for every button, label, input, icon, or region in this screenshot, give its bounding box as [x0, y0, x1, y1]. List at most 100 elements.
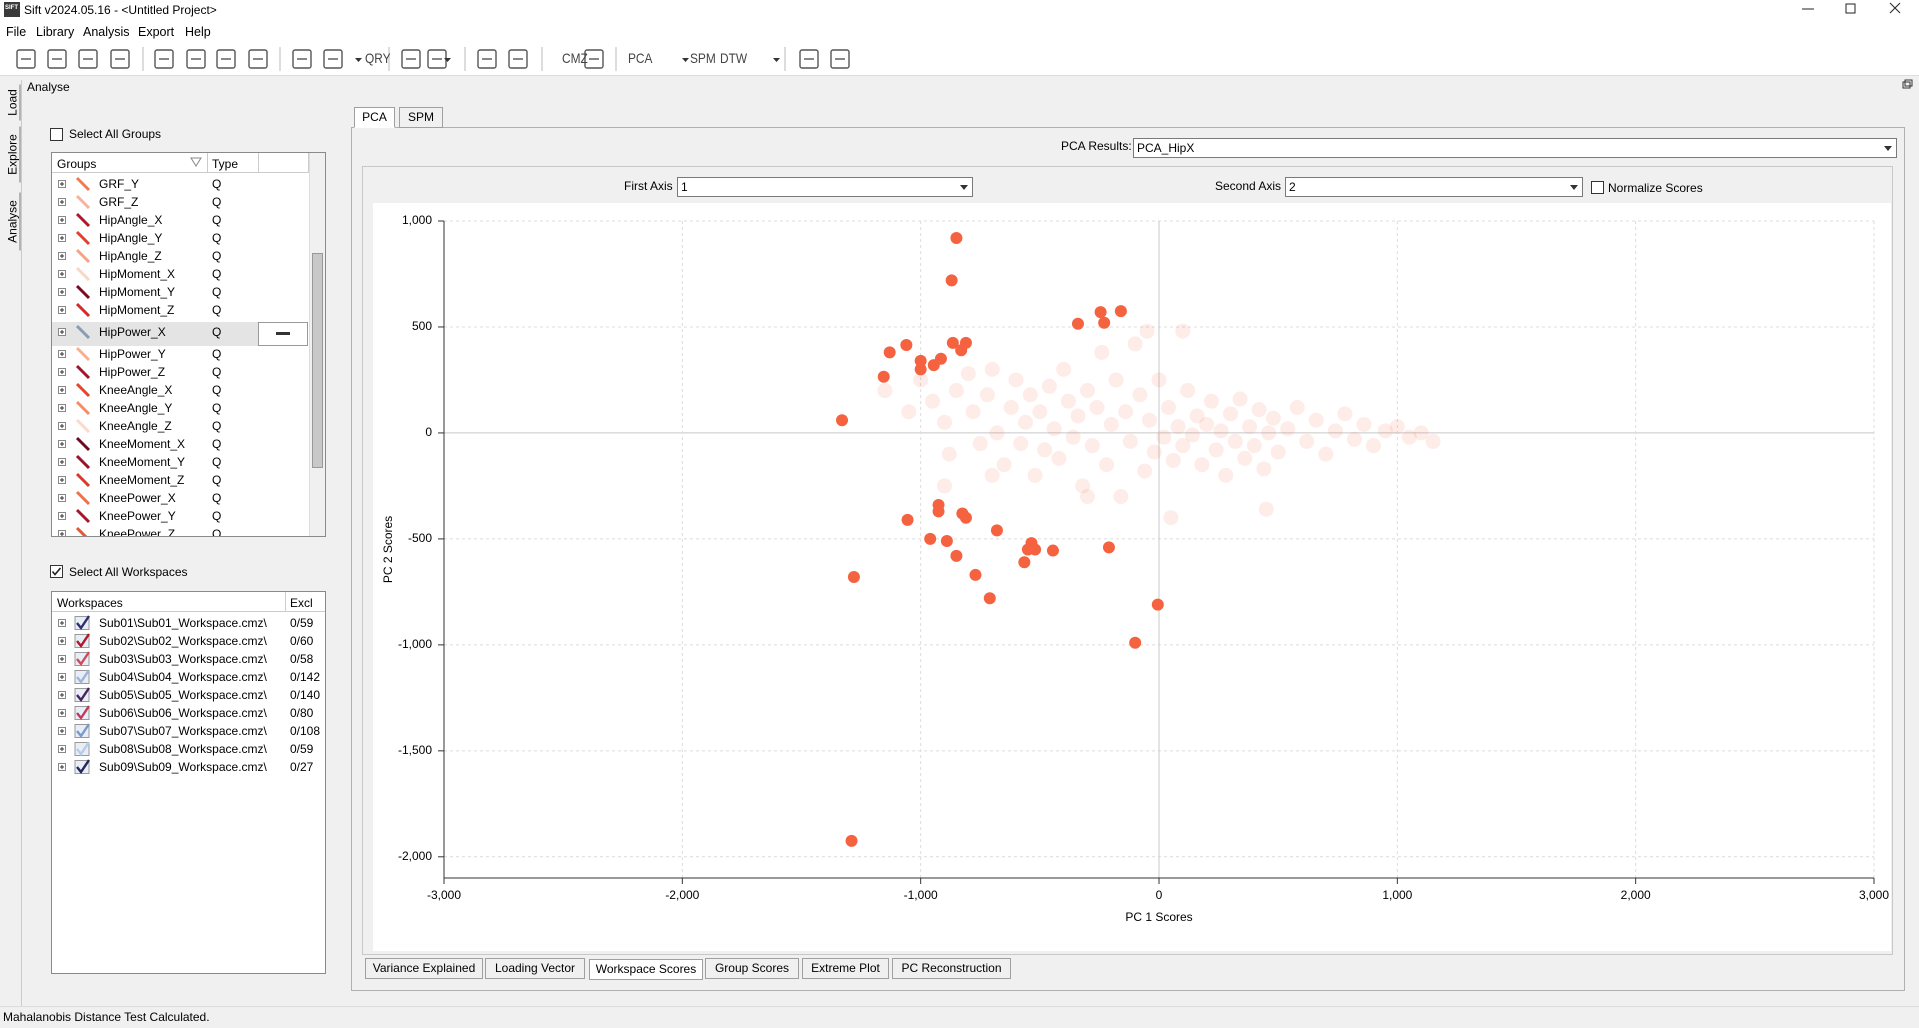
group-name[interactable]: HipPower_X [99, 325, 166, 339]
toolbar-label[interactable]: PCA [628, 50, 653, 66]
data-point [1113, 489, 1129, 505]
workspace-name[interactable]: Sub09\Sub09_Workspace.cmz\ [99, 760, 267, 774]
bottom-tab[interactable]: Loading Vector [485, 958, 585, 979]
tool-button[interactable] [401, 49, 421, 69]
tool-button[interactable] [186, 49, 206, 69]
menu-item[interactable]: Export [138, 25, 175, 39]
group-name[interactable]: HipPower_Z [99, 365, 166, 379]
group-name[interactable]: KneePower_Z [99, 527, 176, 537]
pca-results-combo[interactable]: PCA_HipX [1133, 138, 1897, 158]
group-name[interactable]: GRF_Z [99, 195, 139, 209]
data-point [1099, 457, 1115, 473]
group-name[interactable]: HipAngle_Y [99, 231, 163, 245]
data-point [913, 372, 929, 388]
data-point [1232, 391, 1248, 407]
group-name[interactable]: KneeAngle_X [99, 383, 173, 397]
group-color-icon [75, 266, 91, 282]
bottom-tab[interactable]: Extreme Plot [802, 958, 889, 979]
toolbar-label[interactable]: QRY [365, 50, 391, 66]
checkbox[interactable] [50, 128, 63, 141]
dropdown-arrow [1884, 146, 1892, 151]
group-name[interactable]: HipMoment_Z [99, 303, 175, 317]
tool-button[interactable] [292, 49, 312, 69]
bottom-tab[interactable]: Group Scores [705, 958, 799, 979]
tool-button[interactable] [830, 49, 850, 69]
expand-plus [60, 406, 64, 410]
side-tab[interactable]: Load [5, 84, 21, 121]
group-color-icon [75, 400, 91, 416]
workspace-excl: 0/59 [290, 616, 314, 630]
side-tab[interactable]: Analyse [5, 192, 21, 251]
row-icons [58, 418, 91, 434]
menu-item[interactable]: Analysis [83, 25, 130, 39]
group-type: Q [212, 249, 222, 263]
group-type: Q [212, 437, 222, 451]
group-name[interactable]: HipMoment_X [99, 267, 176, 281]
side-tab[interactable]: Explore [5, 126, 21, 183]
data-point [1094, 344, 1110, 360]
close[interactable] [1889, 2, 1901, 14]
tool-button[interactable] [110, 49, 130, 69]
menu-item[interactable]: Help [185, 25, 211, 39]
group-name[interactable]: KneePower_X [99, 491, 176, 505]
tool-button[interactable] [78, 49, 98, 69]
column-header[interactable]: Excl [290, 596, 313, 610]
column-header[interactable]: Workspaces [57, 596, 123, 610]
column-header[interactable]: Groups [57, 157, 97, 171]
group-name[interactable]: KneeAngle_Y [99, 401, 173, 415]
bottom-tab[interactable]: PC Reconstruction [892, 958, 1011, 979]
tool-button[interactable] [154, 49, 174, 69]
group-name[interactable]: GRF_Y [99, 177, 140, 191]
column-header[interactable]: Type [212, 157, 239, 171]
group-name[interactable]: KneeAngle_Z [99, 419, 172, 433]
workspace-name[interactable]: Sub04\Sub04_Workspace.cmz\ [99, 670, 267, 684]
group-name[interactable]: HipAngle_Z [99, 249, 162, 263]
data-point [927, 359, 940, 372]
second-axis-combo[interactable]: 2 [1285, 177, 1583, 197]
workspace-name[interactable]: Sub08\Sub08_Workspace.cmz\ [99, 742, 267, 756]
scrollbar-thumb[interactable] [312, 253, 323, 468]
group-name[interactable]: KneeMoment_X [99, 437, 186, 451]
group-name[interactable]: KneeMoment_Y [99, 455, 186, 469]
tool-button[interactable] [584, 49, 604, 69]
workspace-name[interactable]: Sub05\Sub05_Workspace.cmz\ [99, 688, 267, 702]
toolbar-label[interactable]: CMZ [562, 50, 588, 66]
bottom-tab[interactable]: Variance Explained [365, 958, 483, 979]
group-name[interactable]: HipMoment_Y [99, 285, 176, 299]
checkbox[interactable] [50, 565, 63, 578]
group-name[interactable]: HipAngle_X [99, 213, 163, 227]
workspace-name[interactable]: Sub07\Sub07_Workspace.cmz\ [99, 724, 267, 738]
group-name[interactable]: KneePower_Y [99, 509, 176, 523]
tool-button[interactable] [216, 49, 236, 69]
checkbox[interactable] [1591, 181, 1604, 194]
row-icons [58, 651, 90, 667]
maximize[interactable] [1845, 3, 1856, 14]
tool-button[interactable] [508, 49, 528, 69]
workspace-name[interactable]: Sub06\Sub06_Workspace.cmz\ [99, 706, 267, 720]
tool-button[interactable] [477, 49, 497, 69]
tool-button[interactable] [799, 49, 819, 69]
tool-button[interactable] [47, 49, 67, 69]
first-axis-combo[interactable]: 1 [677, 177, 973, 197]
workspace-name[interactable]: Sub02\Sub02_Workspace.cmz\ [99, 634, 267, 648]
tool-button[interactable] [16, 49, 36, 69]
toolbar-label[interactable]: SPM [690, 50, 716, 66]
data-point [1218, 467, 1234, 483]
bottom-tab[interactable]: Workspace Scores [589, 959, 703, 980]
menu-item[interactable]: File [6, 25, 27, 39]
toolbar-label[interactable]: DTW [720, 50, 748, 66]
status-bar [0, 1006, 1919, 1028]
tab[interactable]: PCA [354, 107, 395, 128]
tool-button[interactable] [323, 49, 343, 69]
data-point [1289, 400, 1305, 416]
workspace-name[interactable]: Sub01\Sub01_Workspace.cmz\ [99, 616, 267, 630]
group-name[interactable]: KneeMoment_Z [99, 473, 185, 487]
data-point [847, 571, 860, 584]
data-point [901, 513, 914, 526]
tool-button[interactable] [248, 49, 268, 69]
menu-item[interactable]: Library [36, 25, 75, 39]
workspace-excl: 0/59 [290, 742, 314, 756]
tab[interactable]: SPM [399, 107, 443, 128]
group-name[interactable]: HipPower_Y [99, 347, 166, 361]
workspace-name[interactable]: Sub03\Sub03_Workspace.cmz\ [99, 652, 267, 666]
